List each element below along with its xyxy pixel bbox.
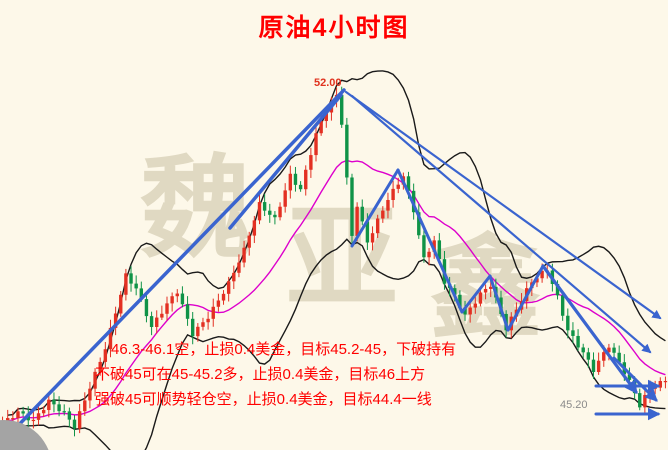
trendline — [488, 274, 510, 332]
trendline — [4, 88, 346, 440]
bollinger-upper-band — [7, 70, 666, 416]
note-line-3: 强破45可顺势轻仓空，止损0.4美金，目标44.4一线 — [95, 391, 432, 408]
trendline — [350, 168, 400, 248]
trendline — [612, 356, 658, 402]
bollinger-bands — [7, 70, 666, 450]
note-line-2: 不破45可在45-45.2多，止损0.4美金，目标46上方 — [95, 366, 426, 383]
trendline — [344, 90, 662, 320]
trade-plan-notes: 46.3-46.1空，止损0.4美金，目标45.2-45，下破持有 不破45可在… — [95, 337, 456, 412]
bollinger-middle-band — [7, 159, 666, 422]
trendline — [541, 264, 638, 395]
bollinger-lower-band — [7, 238, 666, 450]
trendline — [506, 264, 545, 332]
trendline — [350, 94, 652, 354]
chart-title: 原油4小时图 — [258, 14, 410, 42]
trendline — [228, 93, 343, 230]
trendline — [460, 274, 492, 314]
current-price-label: 45.20 — [560, 399, 588, 411]
trendline — [396, 168, 464, 314]
trendlines-layer — [4, 88, 662, 440]
note-line-1: 46.3-46.1空，止损0.4美金，目标45.2-45，下破持有 — [111, 341, 457, 358]
peak-price-label: 52.00 — [314, 77, 342, 89]
